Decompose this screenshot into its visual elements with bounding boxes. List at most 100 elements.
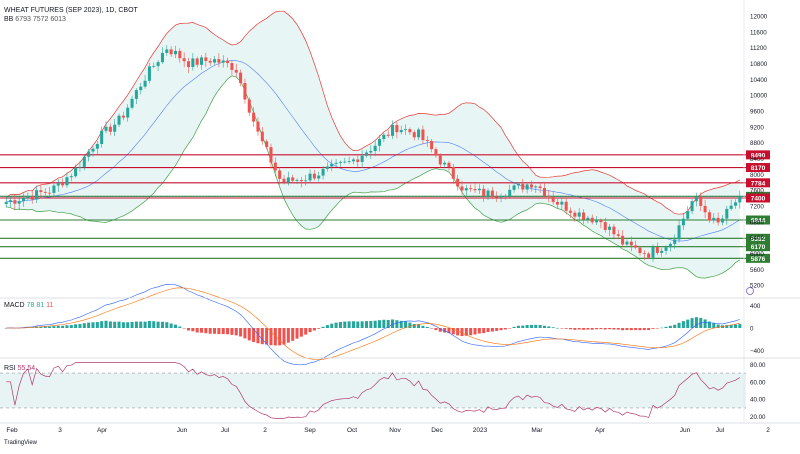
candle-body — [694, 196, 698, 202]
candle-body — [95, 144, 99, 149]
macd-histogram-bar — [703, 319, 707, 328]
candle-body — [139, 86, 143, 91]
candle-body — [703, 205, 707, 213]
x-tick-label: Oct — [347, 427, 357, 434]
candle-body — [121, 115, 125, 118]
candle-body — [312, 173, 316, 179]
candle-body — [143, 80, 147, 87]
candle-body — [165, 49, 169, 53]
candle-body — [460, 186, 464, 191]
macd-histogram-bar — [456, 328, 460, 336]
macd-histogram-bar — [221, 328, 225, 335]
candle-body — [681, 218, 685, 226]
macd-histogram-bar — [87, 322, 91, 328]
macd-histogram-bar — [508, 328, 512, 329]
macd-legend: MACD 78 81 11 — [4, 302, 53, 309]
macd-histogram-bar — [482, 328, 486, 334]
x-tick-label: Apr — [595, 427, 606, 434]
candle-body — [464, 188, 468, 191]
macd-histogram-bar — [573, 328, 577, 330]
macd-histogram-bar — [269, 328, 273, 346]
macd-histogram-bar — [490, 328, 494, 332]
candle-body — [538, 186, 542, 189]
macd-histogram-bar — [95, 322, 99, 328]
candle-body — [377, 139, 382, 146]
macd-histogram-bar — [521, 325, 525, 328]
candle-body — [65, 177, 69, 186]
x-tick-label: Jun — [177, 427, 188, 434]
candle-body — [200, 57, 204, 65]
candle-body — [612, 226, 616, 235]
macd-histogram-bar — [551, 327, 555, 328]
candle-body — [664, 247, 668, 251]
candle-body — [152, 65, 156, 67]
price-tick-label: 5600 — [750, 267, 764, 274]
candle-body — [404, 129, 408, 131]
bollinger-lower-line — [6, 75, 740, 279]
macd-histogram-bar — [525, 324, 529, 328]
macd-histogram-bar — [195, 328, 199, 333]
x-tick-label: Mar — [531, 427, 543, 434]
macd-histogram-bar — [477, 328, 481, 334]
macd-histogram-bar — [647, 328, 651, 331]
macd-histogram-bar — [39, 326, 43, 328]
macd-histogram-bar — [460, 328, 464, 337]
macd-histogram-bar — [738, 324, 742, 328]
macd-histogram-bar — [165, 322, 169, 328]
candle-body — [569, 210, 573, 213]
x-tick-label: 2 — [766, 427, 770, 434]
candle-body — [521, 183, 525, 190]
candle-body — [351, 159, 355, 162]
macd-histogram-bar — [599, 328, 603, 330]
price-tick-label: 7600 — [750, 188, 764, 195]
macd-histogram-bar — [104, 320, 108, 328]
price-tick-label: 12000 — [750, 13, 768, 20]
candle-body — [469, 188, 473, 190]
macd-histogram-bar — [74, 324, 78, 328]
candle-body — [716, 217, 720, 223]
candle-body — [221, 60, 225, 63]
macd-histogram-bar — [712, 322, 716, 328]
candle-body — [608, 226, 612, 230]
candle-body — [516, 183, 520, 186]
candle-body — [586, 217, 590, 220]
candle-body — [226, 60, 230, 64]
macd-histogram-bar — [213, 328, 217, 334]
candle-body — [542, 188, 546, 197]
candle-body — [130, 98, 134, 108]
macd-histogram-bar — [486, 328, 490, 332]
candle-body — [738, 196, 742, 203]
candle-body — [325, 166, 329, 169]
macd-histogram-bar — [291, 328, 295, 341]
candle-body — [213, 59, 217, 63]
macd-histogram-bar — [91, 322, 95, 328]
macd-histogram-bar — [252, 328, 256, 342]
x-tick-label: 3 — [58, 427, 62, 434]
macd-histogram-bar — [590, 328, 594, 330]
macd-histogram-bar — [338, 321, 342, 328]
candle-body — [269, 147, 273, 163]
candle-body — [87, 151, 91, 157]
macd-histogram-bar — [625, 328, 629, 331]
candle-body — [499, 196, 503, 198]
candle-body — [590, 217, 594, 223]
macd-histogram-bar — [660, 327, 664, 329]
candle-body — [430, 141, 434, 150]
macd-histogram-bar — [668, 325, 672, 328]
macd-tick-label: 400 — [750, 303, 761, 310]
macd-histogram-bar — [286, 328, 290, 343]
candle-body — [486, 190, 490, 197]
rsi-tick-label: 60.00 — [750, 379, 766, 386]
macd-histogram-bar — [347, 321, 351, 328]
macd-histogram-bar — [69, 325, 73, 328]
macd-histogram-bar — [78, 324, 82, 328]
macd-histogram-bar — [629, 328, 633, 331]
macd-histogram-bar — [499, 328, 503, 331]
macd-histogram-bar — [239, 328, 243, 337]
candle-body — [408, 129, 412, 133]
macd-pane — [4, 283, 742, 366]
macd-histogram-bar — [82, 323, 86, 328]
macd-histogram-bar — [234, 328, 238, 336]
candle-body — [234, 69, 238, 73]
